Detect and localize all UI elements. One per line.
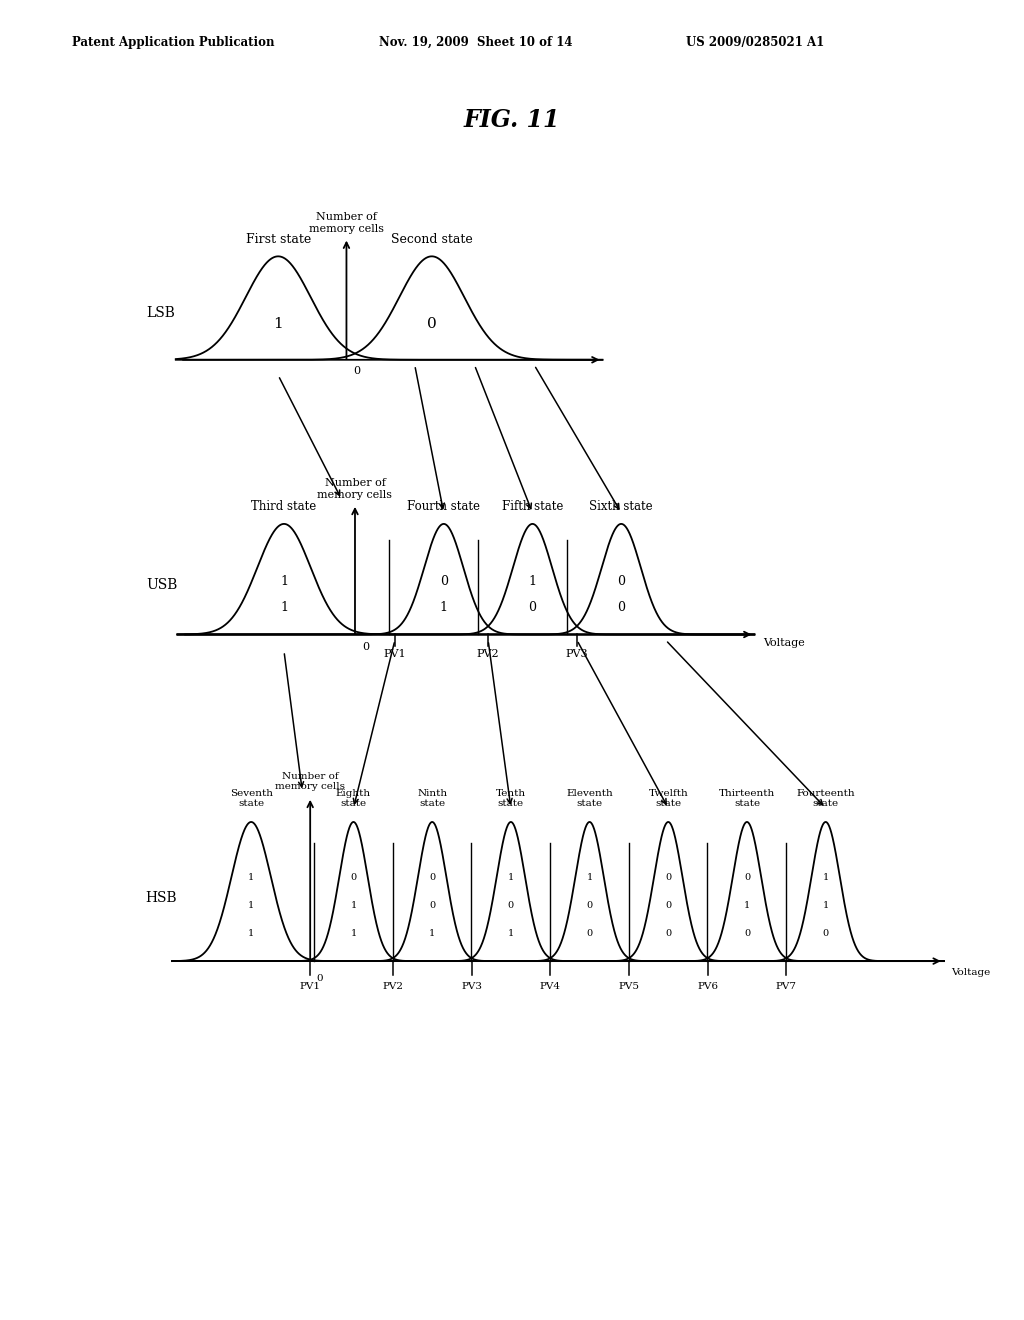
Text: 0: 0 [587, 902, 593, 909]
Text: PV1: PV1 [300, 982, 321, 991]
Text: HSB: HSB [145, 891, 176, 906]
Text: Patent Application Publication: Patent Application Publication [72, 36, 274, 49]
Text: 0: 0 [666, 929, 672, 937]
Text: 1: 1 [528, 576, 537, 587]
Text: 0: 0 [743, 873, 750, 882]
Text: Seventh
state: Seventh state [229, 788, 272, 808]
Text: 1: 1 [350, 929, 356, 937]
Text: FIG. 11: FIG. 11 [464, 108, 560, 132]
Text: Third state: Third state [251, 500, 316, 513]
Text: PV5: PV5 [618, 982, 639, 991]
Text: 1: 1 [508, 929, 514, 937]
Text: 0: 0 [587, 929, 593, 937]
Text: First state: First state [246, 234, 311, 246]
Text: 0: 0 [666, 902, 672, 909]
Text: Ninth
state: Ninth state [417, 788, 447, 808]
Text: Twelfth
state: Twelfth state [648, 788, 688, 808]
Text: PV2: PV2 [382, 982, 403, 991]
Text: PV4: PV4 [540, 982, 561, 991]
Text: PV1: PV1 [384, 648, 407, 659]
Text: PV3: PV3 [461, 982, 482, 991]
Text: 0: 0 [439, 576, 447, 587]
Text: 0: 0 [508, 902, 514, 909]
Text: US 2009/0285021 A1: US 2009/0285021 A1 [686, 36, 824, 49]
Text: Fourth state: Fourth state [408, 500, 480, 513]
Text: 1: 1 [429, 929, 435, 937]
Text: 0: 0 [617, 576, 626, 587]
Text: 1: 1 [508, 873, 514, 882]
Text: 0: 0 [429, 873, 435, 882]
Text: Nov. 19, 2009  Sheet 10 of 14: Nov. 19, 2009 Sheet 10 of 14 [379, 36, 572, 49]
Text: Sixth state: Sixth state [590, 500, 653, 513]
Text: 0: 0 [353, 366, 360, 376]
Text: 0: 0 [666, 873, 672, 882]
Text: 1: 1 [743, 902, 750, 909]
Text: 1: 1 [822, 873, 828, 882]
Text: 0: 0 [617, 602, 626, 614]
Text: 0: 0 [427, 317, 436, 330]
Text: PV7: PV7 [776, 982, 797, 991]
Text: Fifth state: Fifth state [502, 500, 563, 513]
Text: 0: 0 [743, 929, 750, 937]
Text: Number of
memory cells: Number of memory cells [317, 478, 392, 499]
Text: Eleventh
state: Eleventh state [566, 788, 613, 808]
Text: 1: 1 [439, 602, 447, 614]
Text: PV2: PV2 [477, 648, 500, 659]
Text: Eighth
state: Eighth state [336, 788, 371, 808]
Text: 1: 1 [280, 576, 288, 587]
Text: Number of
memory cells: Number of memory cells [275, 772, 345, 792]
Text: PV6: PV6 [697, 982, 718, 991]
Text: Second state: Second state [391, 234, 473, 246]
Text: Fourteenth
state: Fourteenth state [797, 788, 855, 808]
Text: Tenth
state: Tenth state [496, 788, 526, 808]
Text: 0: 0 [429, 902, 435, 909]
Text: 1: 1 [248, 902, 254, 909]
Text: PV3: PV3 [565, 648, 588, 659]
Text: 1: 1 [273, 317, 283, 330]
Text: LSB: LSB [145, 306, 175, 321]
Text: Thirteenth
state: Thirteenth state [719, 788, 775, 808]
Text: USB: USB [146, 578, 178, 591]
Text: 0: 0 [822, 929, 828, 937]
Text: Number of
memory cells: Number of memory cells [309, 213, 384, 234]
Text: 1: 1 [350, 902, 356, 909]
Text: 0: 0 [350, 873, 356, 882]
Text: 0: 0 [316, 974, 324, 982]
Text: Voltage: Voltage [763, 639, 805, 648]
Text: 1: 1 [248, 929, 254, 937]
Text: 1: 1 [280, 602, 288, 614]
Text: Voltage: Voltage [951, 968, 991, 977]
Text: 1: 1 [248, 873, 254, 882]
Text: 0: 0 [362, 642, 370, 652]
Text: 1: 1 [587, 873, 593, 882]
Text: 0: 0 [528, 602, 537, 614]
Text: 1: 1 [822, 902, 828, 909]
